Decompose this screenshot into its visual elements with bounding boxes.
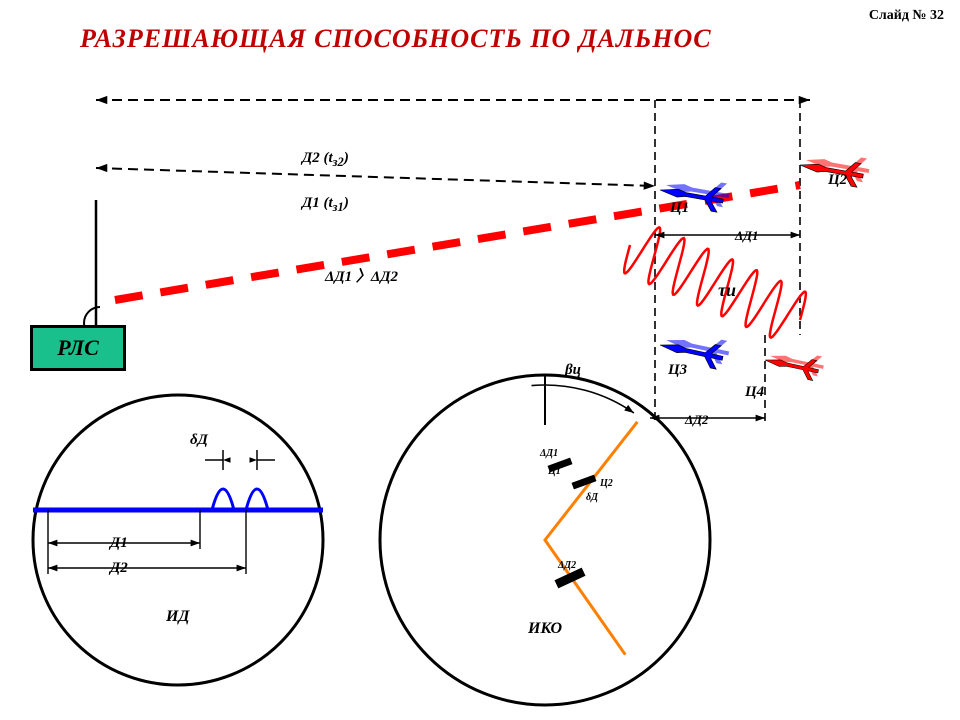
label-d1_left: Д1 — [110, 535, 128, 552]
label-iko_dd2: ΔД2 — [558, 560, 576, 571]
label-iko_ts2: Ц2 — [600, 478, 613, 489]
label-dd2_right: ΔД2 — [685, 412, 709, 428]
slide-number: Слайд № 32 — [869, 8, 944, 24]
label-dd1_right: ΔД1 — [735, 228, 759, 244]
rls-label: РЛС — [57, 335, 99, 361]
label-iko_label: ИКО — [528, 620, 562, 638]
label-ts4: Ц4 — [745, 384, 764, 401]
page-title: РАЗРЕШАЮЩАЯ СПОСОБНОСТЬ ПО ДАЛЬНОС — [80, 24, 960, 54]
label-iko_dd: δД — [586, 492, 598, 503]
label-dd1_gt_dd2: ΔД1 〉ΔД2 — [325, 265, 398, 286]
label-d2_top: Д2 (tз2) — [302, 150, 349, 170]
label-id_label: ИД — [166, 608, 189, 626]
label-d1_top: Д1 (tз1) — [302, 195, 349, 215]
diagram-canvas — [0, 0, 960, 720]
label-tau: τи — [718, 280, 736, 301]
label-d2_left: Д2 — [110, 560, 128, 577]
label-beta: βц — [565, 362, 581, 379]
label-ts1: Ц1 — [670, 200, 689, 217]
label-dd_left: δД — [190, 432, 208, 449]
label-ts2: Ц2 — [828, 172, 847, 189]
label-ts3: Ц3 — [668, 362, 687, 379]
label-iko_ts1: Ц1 — [548, 466, 561, 477]
rls-box: РЛС — [30, 325, 126, 371]
label-iko_dd1: ΔД1 — [540, 448, 558, 459]
